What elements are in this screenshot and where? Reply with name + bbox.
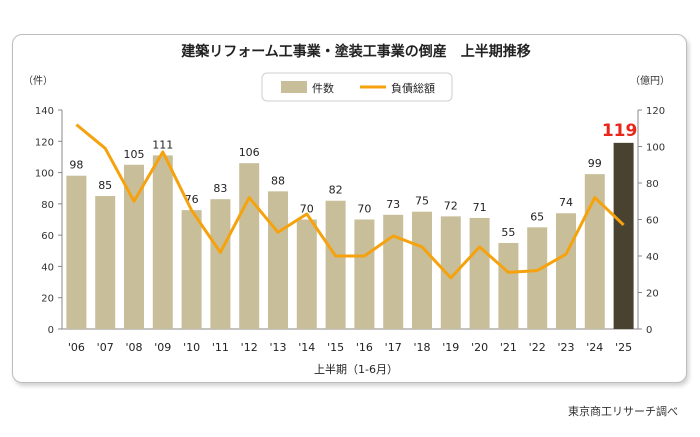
bar [613, 142, 634, 329]
bar-label: 85 [98, 179, 112, 192]
right-tick-label: 20 [646, 289, 659, 300]
legend-swatch-bar [281, 81, 307, 93]
bar [440, 216, 461, 329]
legend-label-bar: 件数 [312, 82, 334, 95]
highlight-bar-label: 119 [602, 121, 638, 141]
x-tick-label: '16 [356, 341, 373, 354]
legend-label-line: 負債総額 [391, 81, 435, 95]
right-tick-label: 60 [646, 216, 659, 227]
bar [556, 213, 576, 329]
x-tick-label: '23 [557, 341, 574, 354]
x-tick-label: '17 [385, 341, 402, 354]
bar [383, 214, 404, 329]
bar [95, 196, 116, 329]
x-tick-label: '24 [586, 341, 603, 354]
x-tick-label: '11 [212, 341, 229, 354]
x-tick-label: '12 [241, 341, 258, 354]
left-tick-label: 60 [41, 231, 54, 242]
bar [527, 227, 548, 329]
bar-label: 73 [386, 198, 400, 211]
plot-area: 0 20 40 60 80 100 120 140 0 20 40 60 80 100 120 98 85 105… [35, 106, 665, 354]
bar [124, 164, 144, 329]
bar-label: 65 [530, 210, 544, 223]
bar [325, 200, 346, 329]
bar-label: 71 [473, 201, 487, 214]
bar [584, 174, 605, 329]
right-tick-label: 120 [646, 106, 665, 117]
left-axis-unit: （件） [23, 75, 53, 87]
x-tick-label: '25 [615, 341, 632, 354]
bar-label: 99 [588, 157, 602, 170]
bar [412, 211, 432, 329]
right-tick-label: 0 [646, 325, 652, 336]
bar [469, 217, 490, 329]
bar [66, 175, 87, 329]
left-tick-label: 20 [41, 294, 54, 305]
bar [296, 219, 317, 329]
bar [239, 163, 260, 329]
bar-label: 111 [152, 138, 173, 151]
left-tick-label: 0 [48, 325, 54, 336]
left-tick-label: 40 [41, 262, 54, 273]
x-tick-label: '14 [298, 341, 315, 354]
bar [181, 210, 202, 329]
bar-label: 83 [213, 182, 227, 195]
x-tick-label: '07 [97, 341, 114, 354]
right-axis-unit: （億円） [630, 74, 670, 87]
x-tick-label: '19 [442, 341, 459, 354]
source-note: 東京商工リサーチ調べ [568, 405, 678, 418]
x-tick-label: '10 [183, 341, 200, 354]
x-tick-label: '13 [269, 341, 286, 354]
chart-title: 建築リフォーム工事業・塗装工事業の倒産 上半期推移 [181, 43, 531, 60]
bar [354, 219, 375, 329]
legend: 件数 負債総額 [261, 72, 453, 102]
bar [498, 242, 519, 329]
bar-label: 105 [124, 148, 145, 161]
bar [268, 191, 288, 329]
bar-label: 106 [239, 146, 260, 159]
x-tick-label: '08 [125, 341, 142, 354]
x-tick-label: '09 [154, 341, 171, 354]
x-axis-title: 上半期（1-6月） [314, 362, 398, 376]
left-tick-label: 140 [35, 106, 54, 117]
bar-label: 74 [559, 196, 573, 209]
x-tick-label: '22 [529, 341, 546, 354]
debt-total-line [75, 123, 625, 280]
bar-label: 55 [501, 226, 515, 239]
x-tick-label: '06 [68, 341, 85, 354]
x-tick-label: '20 [471, 341, 488, 354]
bar-label: 88 [271, 174, 285, 187]
x-tick-label: '15 [327, 341, 344, 354]
right-tick-label: 40 [646, 252, 659, 263]
bar-label: 82 [329, 184, 343, 197]
x-tick-label: '21 [500, 341, 517, 354]
right-tick-label: 100 [646, 143, 665, 154]
left-tick-label: 80 [41, 200, 54, 211]
left-tick-label: 120 [35, 137, 54, 148]
legend-box [261, 72, 453, 102]
bar-label: 70 [357, 203, 371, 216]
bar-label: 72 [444, 199, 458, 212]
bar [210, 199, 231, 329]
right-tick-label: 80 [646, 179, 659, 190]
left-tick-label: 100 [35, 169, 54, 180]
bar [152, 155, 173, 329]
bar-label: 75 [415, 195, 429, 208]
x-tick-label: '18 [413, 341, 430, 354]
bar-label: 98 [69, 159, 83, 172]
bar-label: 70 [300, 203, 314, 216]
